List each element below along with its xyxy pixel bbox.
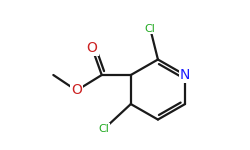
Text: O: O [71, 84, 82, 98]
Text: Cl: Cl [145, 24, 156, 33]
Text: O: O [87, 41, 98, 55]
Text: Cl: Cl [98, 124, 109, 134]
Text: N: N [180, 68, 190, 82]
